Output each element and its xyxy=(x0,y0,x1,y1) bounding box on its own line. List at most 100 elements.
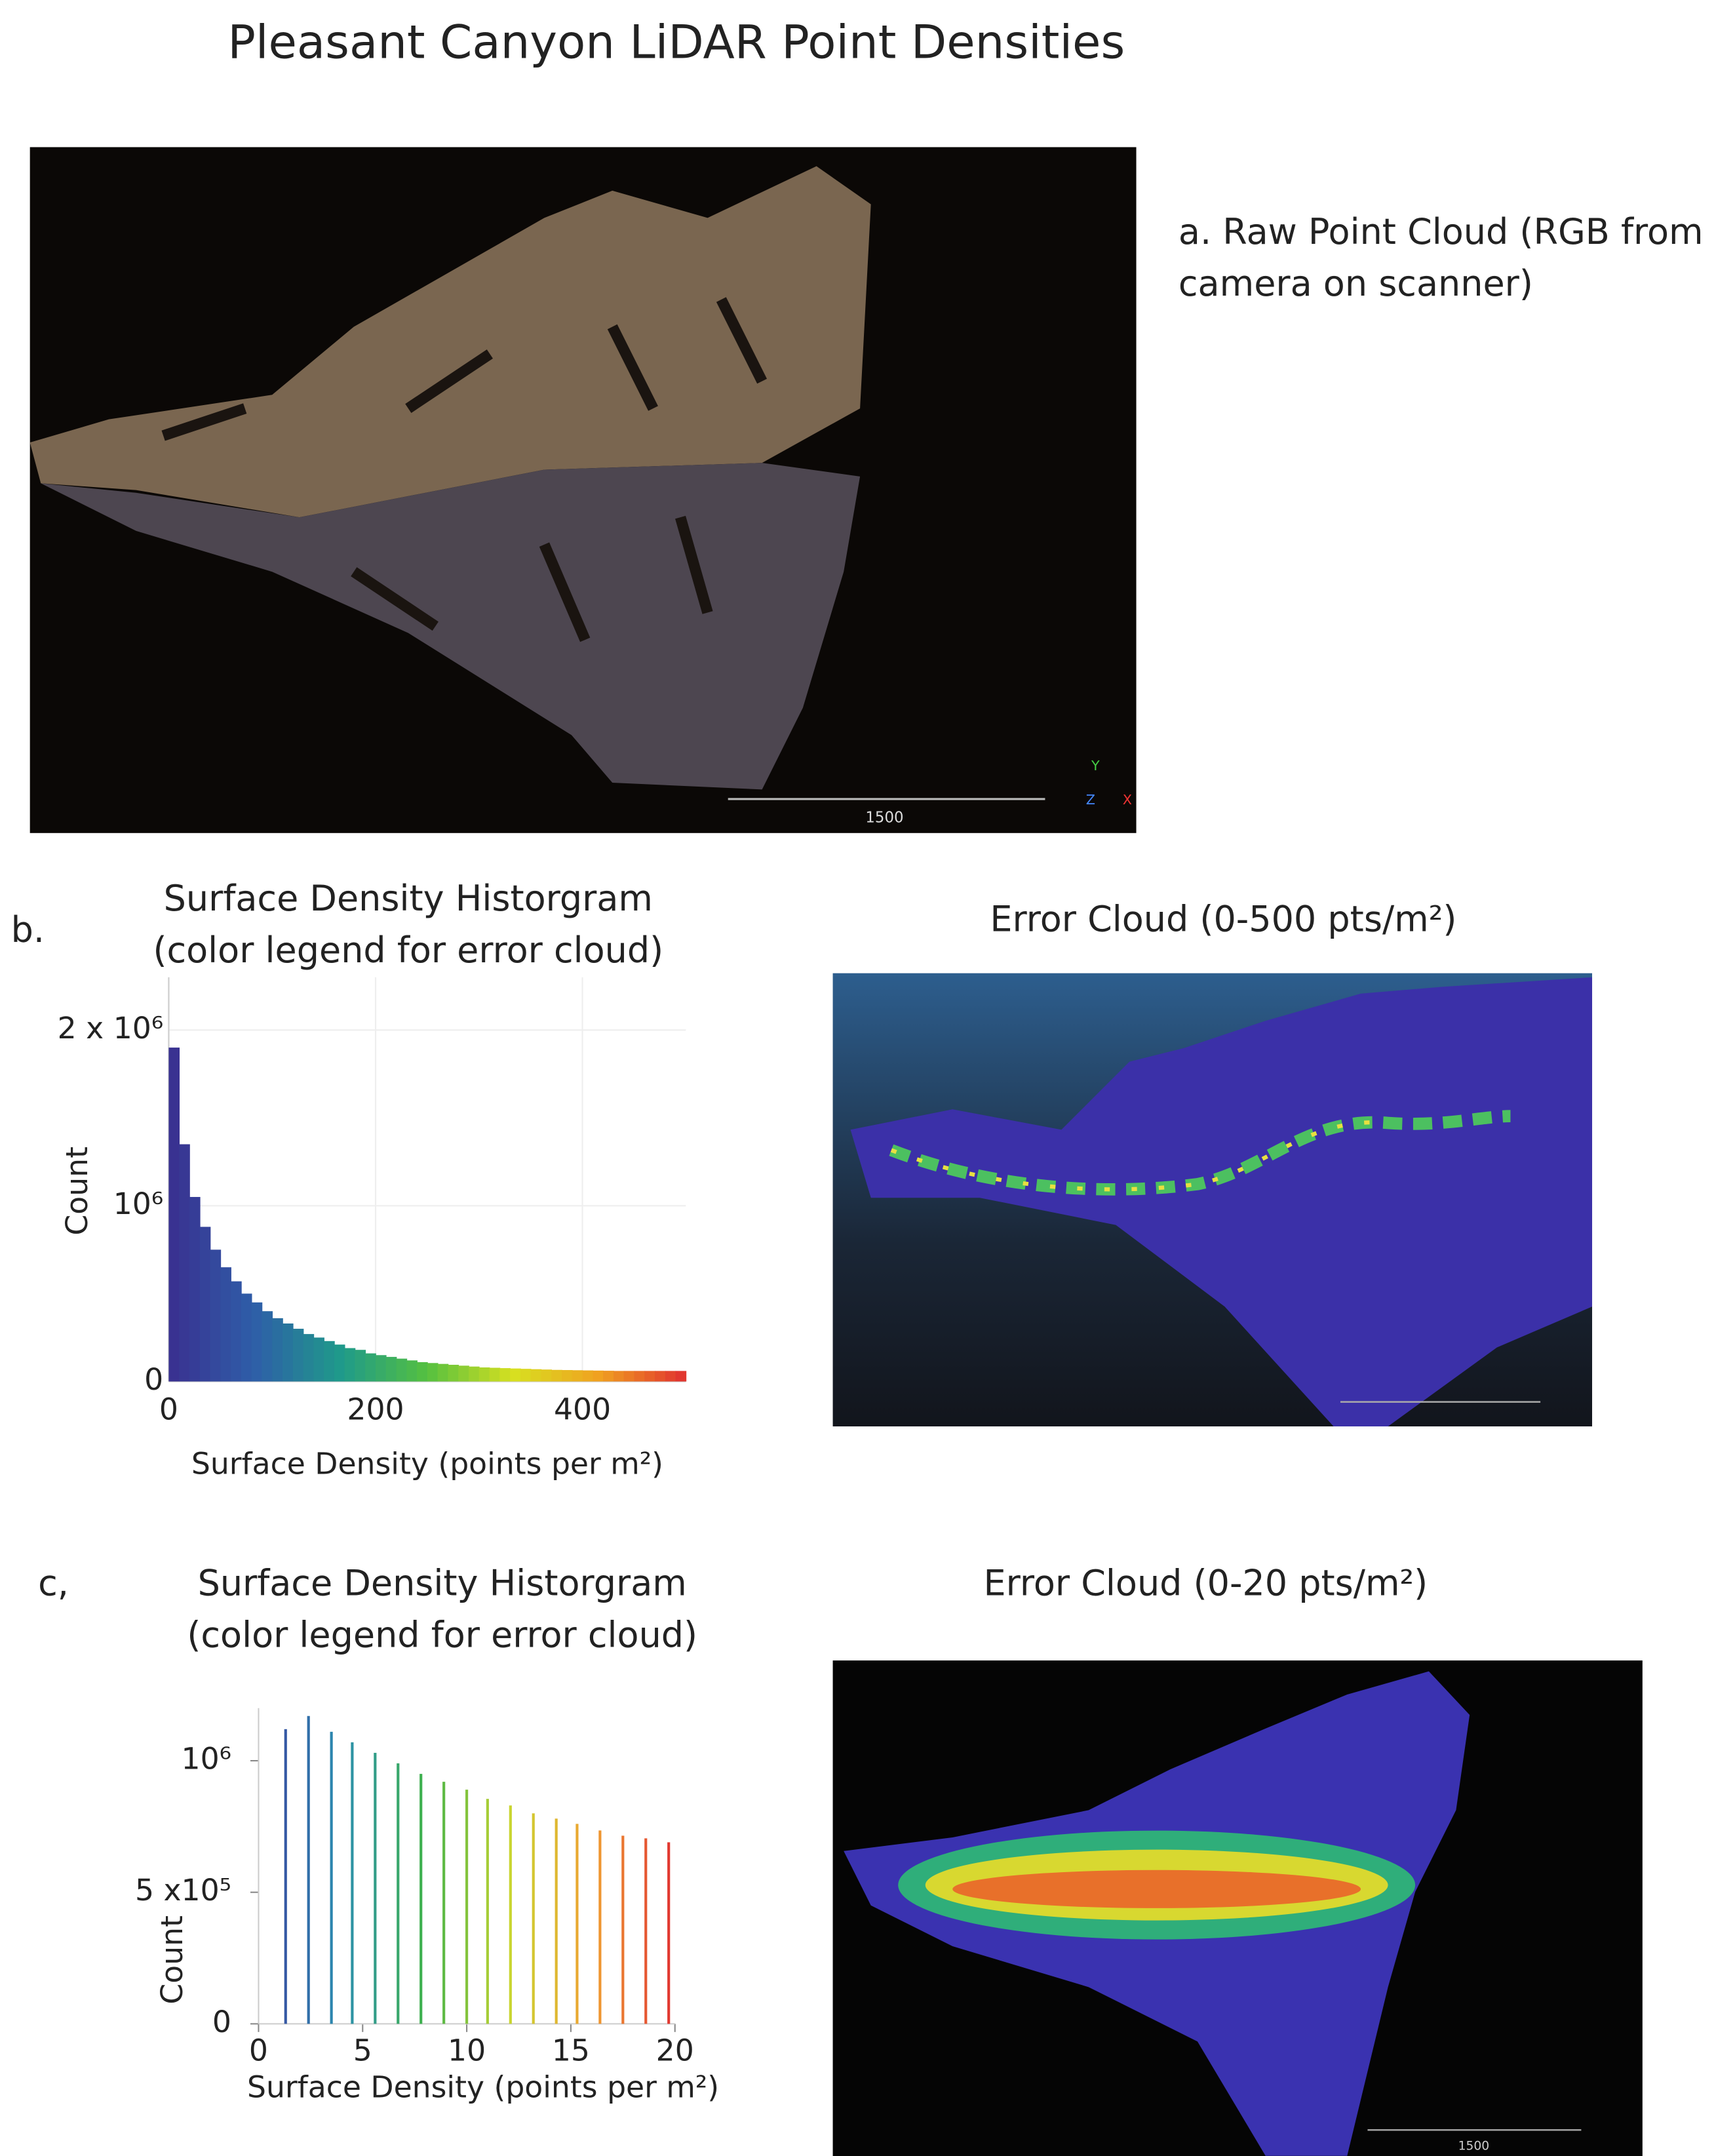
chart-title: Surface Density Historgram xyxy=(164,878,653,919)
y-tick-label: 2 x 10⁶ xyxy=(58,1011,164,1046)
bar xyxy=(486,1799,489,2024)
histogram-bar xyxy=(189,1196,201,1382)
histogram-bar xyxy=(634,1371,646,1382)
histogram-bar xyxy=(168,1048,180,1382)
x-tick-label: 10 xyxy=(448,2033,486,2068)
chart-title: Surface Density Historgram xyxy=(198,1563,687,1604)
histogram-bar xyxy=(499,1368,511,1382)
x-axis-label: Surface Density (points per m²) xyxy=(191,1447,663,1481)
histogram-bar xyxy=(530,1369,542,1382)
bar xyxy=(307,1715,310,2024)
bar xyxy=(397,1763,400,2024)
x-tick-label: 20 xyxy=(656,2033,694,2068)
scale-label: 1500 xyxy=(865,809,903,826)
histogram-bar xyxy=(303,1334,315,1382)
histogram-bar xyxy=(220,1267,231,1382)
histogram-bar xyxy=(231,1281,242,1382)
bar xyxy=(284,1729,287,2024)
error-cloud-image xyxy=(832,973,1593,1426)
histogram-bar xyxy=(458,1365,469,1382)
histogram-bar xyxy=(324,1341,335,1382)
bar xyxy=(374,1752,377,2024)
histogram-bar xyxy=(469,1366,480,1382)
y-tick-label: 0 xyxy=(144,1362,163,1397)
bar xyxy=(442,1782,446,2024)
chart-subtitle: (color legend for error cloud) xyxy=(153,930,663,971)
histogram-bar xyxy=(396,1358,408,1382)
bar xyxy=(330,1731,333,2024)
y-tick-label: 10⁶ xyxy=(113,1186,163,1221)
image-title: Error Cloud (0-20 pts/m²) xyxy=(984,1563,1428,1604)
x-tick-label: 200 xyxy=(347,1392,404,1427)
axis-letter: Y xyxy=(1091,758,1100,774)
histogram-bar xyxy=(582,1370,594,1382)
histogram-bar xyxy=(251,1302,263,1382)
histogram-bar xyxy=(520,1369,532,1382)
histogram-bar xyxy=(179,1144,190,1382)
point-cloud-image: 1500 Y Z X xyxy=(29,147,1137,833)
histogram-bar xyxy=(541,1369,553,1382)
histogram-bar xyxy=(603,1371,614,1382)
x-tick-label: 0 xyxy=(159,1392,178,1427)
histogram-bar xyxy=(406,1360,418,1382)
histogram-bar xyxy=(655,1371,666,1382)
histogram-bar xyxy=(282,1323,294,1382)
histogram-bar xyxy=(272,1318,283,1382)
bar xyxy=(509,1805,512,2024)
histogram-bar xyxy=(448,1364,459,1382)
y-axis-label: Count xyxy=(60,1147,94,1236)
histogram-bar xyxy=(334,1344,345,1382)
bar xyxy=(532,1813,535,2024)
histogram-bar xyxy=(489,1367,501,1382)
histogram-bar xyxy=(665,1371,676,1382)
y-tick-label: 5 x10⁵ xyxy=(135,1873,231,1908)
panel-caption: a. Raw Point Cloud (RGB from xyxy=(1179,211,1704,252)
histogram-bar xyxy=(478,1367,490,1382)
histogram-bar xyxy=(623,1371,635,1382)
histogram-bar xyxy=(210,1249,222,1382)
scale-label: 1500 xyxy=(1458,2140,1490,2153)
bar xyxy=(667,1842,671,2024)
figure-title: Pleasant Canyon LiDAR Point Densities xyxy=(227,14,1125,69)
histogram-bar xyxy=(199,1226,211,1382)
y-tick-label: 0 xyxy=(212,2005,231,2039)
histogram-bar xyxy=(375,1355,387,1382)
histogram-bar xyxy=(241,1293,252,1382)
bar xyxy=(351,1742,354,2024)
x-tick-label: 400 xyxy=(554,1392,611,1427)
x-axis-label: Surface Density (points per m²) xyxy=(247,2070,719,2105)
x-tick-label: 0 xyxy=(249,2033,268,2068)
image-title: Error Cloud (0-500 pts/m²) xyxy=(990,898,1456,939)
histogram-bar xyxy=(292,1329,304,1382)
histogram-bar xyxy=(551,1369,562,1382)
x-tick-label: 5 xyxy=(353,2033,372,2068)
histogram-bar xyxy=(675,1371,687,1382)
panel-label: b. xyxy=(11,909,45,951)
histogram-bar xyxy=(313,1337,324,1382)
histogram-bar xyxy=(355,1350,366,1382)
chart-subtitle: (color legend for error cloud) xyxy=(187,1614,697,1655)
y-axis-label: Count xyxy=(155,1915,189,2005)
bar xyxy=(465,1790,469,2024)
bar xyxy=(575,1824,579,2024)
bar xyxy=(644,1838,648,2024)
histogram-bar xyxy=(510,1368,521,1382)
x-tick-label: 15 xyxy=(552,2033,590,2068)
histogram-bar xyxy=(562,1370,573,1382)
panel-label: c, xyxy=(38,1563,69,1604)
error-cloud-image: 1500 xyxy=(832,1660,1643,2156)
histogram-bar xyxy=(262,1311,273,1382)
histogram-bar xyxy=(644,1371,655,1382)
y-tick-label: 10⁶ xyxy=(182,1741,231,1776)
histogram-bar xyxy=(385,1356,397,1382)
histogram-bar xyxy=(613,1371,625,1382)
histogram-bar xyxy=(572,1370,583,1382)
bar xyxy=(419,1774,423,2024)
histogram-bar xyxy=(365,1353,376,1382)
panel-caption: camera on scanner) xyxy=(1179,263,1533,304)
histogram-bar xyxy=(427,1363,439,1382)
axis-letter: Z xyxy=(1086,792,1095,808)
histogram-bar xyxy=(344,1348,356,1382)
bar xyxy=(621,1835,625,2024)
